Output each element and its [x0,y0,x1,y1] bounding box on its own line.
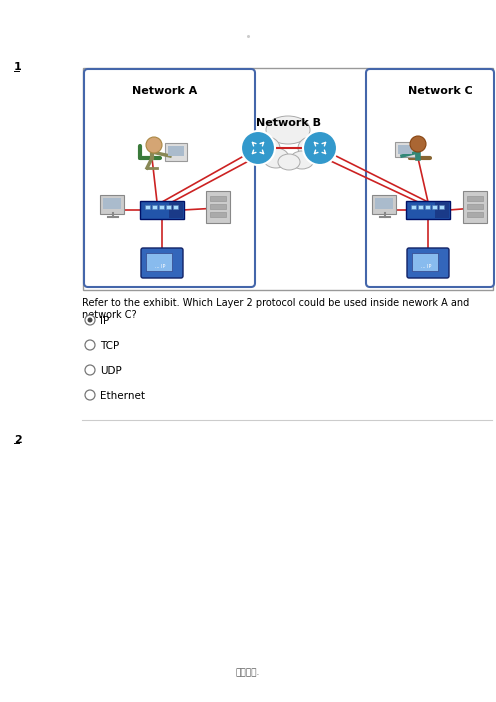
Text: IP: IP [100,316,109,326]
FancyBboxPatch shape [375,198,393,209]
Ellipse shape [263,148,289,168]
FancyBboxPatch shape [467,212,483,217]
FancyBboxPatch shape [206,191,230,223]
Text: Ethernet: Ethernet [100,391,145,401]
Circle shape [146,137,162,153]
FancyBboxPatch shape [435,202,449,218]
FancyBboxPatch shape [210,212,226,217]
Text: 1: 1 [14,62,22,72]
Ellipse shape [266,116,310,144]
Circle shape [410,136,426,152]
Text: TCP: TCP [100,341,119,351]
FancyBboxPatch shape [432,205,437,209]
FancyBboxPatch shape [165,143,187,161]
FancyBboxPatch shape [173,205,178,209]
FancyBboxPatch shape [146,253,172,271]
FancyBboxPatch shape [418,205,423,209]
FancyBboxPatch shape [159,205,164,209]
FancyBboxPatch shape [467,196,483,201]
Circle shape [85,315,95,325]
Ellipse shape [263,148,289,168]
Circle shape [241,131,275,165]
Ellipse shape [248,136,280,160]
Ellipse shape [248,136,280,160]
FancyBboxPatch shape [366,69,494,287]
Text: Network C: Network C [408,86,472,96]
FancyBboxPatch shape [406,201,450,219]
Circle shape [85,365,95,375]
FancyBboxPatch shape [168,146,184,156]
FancyBboxPatch shape [152,205,157,209]
Ellipse shape [290,151,314,169]
FancyBboxPatch shape [398,145,412,154]
FancyBboxPatch shape [103,198,121,209]
FancyBboxPatch shape [463,191,487,223]
FancyBboxPatch shape [166,205,171,209]
Circle shape [303,131,337,165]
FancyBboxPatch shape [140,201,184,219]
Text: 2: 2 [14,435,22,445]
Ellipse shape [278,154,300,170]
Text: UDP: UDP [100,366,122,376]
Circle shape [87,317,92,322]
Circle shape [85,390,95,400]
FancyBboxPatch shape [372,195,396,214]
FancyBboxPatch shape [169,202,183,218]
FancyBboxPatch shape [84,69,255,287]
Ellipse shape [298,136,330,160]
Text: Refer to the exhibit. Which Layer 2 protocol could be used inside nework A and n: Refer to the exhibit. Which Layer 2 prot… [82,298,469,319]
Text: Network B: Network B [255,118,320,128]
Ellipse shape [278,154,300,170]
FancyBboxPatch shape [467,204,483,209]
FancyBboxPatch shape [145,205,150,209]
FancyBboxPatch shape [411,205,416,209]
FancyBboxPatch shape [425,205,430,209]
FancyBboxPatch shape [141,248,183,278]
Circle shape [85,340,95,350]
Ellipse shape [298,136,330,160]
FancyBboxPatch shape [210,204,226,209]
FancyBboxPatch shape [412,253,438,271]
FancyBboxPatch shape [83,68,493,290]
Ellipse shape [266,116,310,144]
Text: ... IP: ... IP [421,265,431,270]
FancyBboxPatch shape [210,196,226,201]
Text: 精选文档.: 精选文档. [236,668,260,677]
FancyBboxPatch shape [100,195,124,214]
FancyBboxPatch shape [439,205,444,209]
Text: ... IP: ... IP [155,265,165,270]
FancyBboxPatch shape [407,248,449,278]
Text: Network A: Network A [132,86,197,96]
Ellipse shape [290,151,314,169]
FancyBboxPatch shape [395,142,415,157]
